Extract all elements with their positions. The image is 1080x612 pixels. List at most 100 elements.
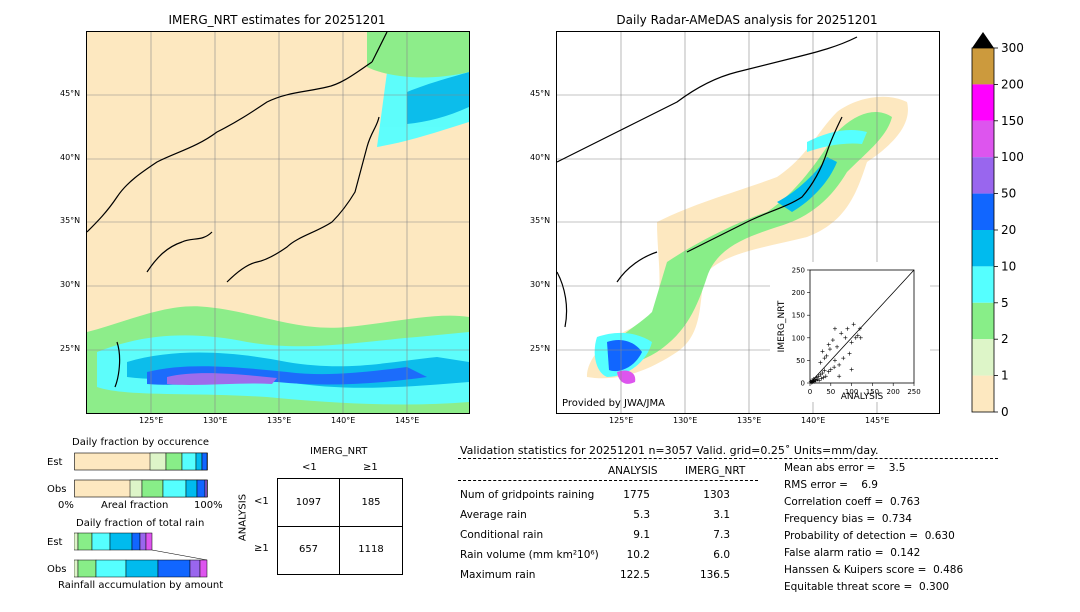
scatter-x-tick-label: 200 xyxy=(887,388,900,396)
colorbar-tick-label: 50 xyxy=(1001,187,1016,201)
occurrence-seg xyxy=(141,479,164,498)
total-rain-seg xyxy=(95,559,127,578)
left-lon-label: 130°E xyxy=(203,416,228,425)
contingency-col-title: IMERG_NRT xyxy=(310,446,368,457)
scatter-point xyxy=(858,335,863,340)
validation-row-label: Rain volume (mm km²10⁶) xyxy=(460,549,599,561)
right-lon-label: 145°E xyxy=(865,416,890,425)
occurrence-axis-left: 0% xyxy=(58,500,74,511)
occurrence-row-est: Est xyxy=(47,457,63,468)
scatter-y-tick-label: 200 xyxy=(792,289,805,297)
total-rain-title: Daily fraction of total rain xyxy=(76,518,205,529)
scatter-point xyxy=(851,322,856,327)
total-rain-seg xyxy=(109,532,133,551)
rain-area xyxy=(607,340,642,372)
score-line: Mean abs error = 3.5 xyxy=(784,462,906,474)
rain-area xyxy=(807,130,867,152)
total-rain-row-obs: Obs xyxy=(47,564,67,575)
colorbar-tick-label: 0 xyxy=(1001,405,1009,418)
scatter-point xyxy=(853,335,858,340)
total-rain-seg xyxy=(73,532,79,551)
colorbar-swatch xyxy=(972,157,994,194)
validation-divider xyxy=(458,458,998,459)
validation-row-label: Num of gridpoints raining xyxy=(460,489,595,501)
colorbar-tick-label: 100 xyxy=(1001,150,1024,164)
validation-row-imerg: 6.0 xyxy=(713,549,730,561)
validation-row-label: Average rain xyxy=(460,509,527,521)
total-rain-seg xyxy=(73,559,79,578)
left-map-canvas xyxy=(87,32,469,413)
right-lat-label: 30°N xyxy=(530,280,551,289)
coastline xyxy=(557,36,858,163)
scatter-point xyxy=(832,326,837,331)
scatter-point xyxy=(818,360,823,365)
right-lon-label: 135°E xyxy=(737,416,762,425)
scatter-point xyxy=(849,367,854,372)
left-lat-label: 45°N xyxy=(60,89,81,98)
contingency-grid: 1097 185 657 1118 xyxy=(277,478,403,575)
scatter-point xyxy=(849,340,854,345)
left-lon-label: 135°E xyxy=(267,416,292,425)
total-rain-seg xyxy=(189,559,201,578)
colorbar-swatch xyxy=(972,230,994,267)
scatter-point xyxy=(843,335,848,340)
rain-area xyxy=(367,32,469,78)
colorbar-tick-label: 300 xyxy=(1001,41,1024,55)
colorbar-tick-label: 150 xyxy=(1001,114,1024,128)
left-lon-label: 125°E xyxy=(139,416,164,425)
coastline xyxy=(686,116,843,253)
contingency-row-title: ANALYSIS xyxy=(237,493,249,542)
contingency-row-label: ≥1 xyxy=(254,543,269,554)
left-lon-label: 140°E xyxy=(331,416,356,425)
right-lat-label: 45°N xyxy=(530,89,551,98)
total-rain-seg xyxy=(77,559,97,578)
colorbar-swatch xyxy=(972,339,994,376)
left-lat-label: 30°N xyxy=(60,280,81,289)
scatter-x-tick-label: 150 xyxy=(866,388,879,396)
left-lat-label: 40°N xyxy=(60,153,81,162)
scatter-point xyxy=(812,377,817,382)
validation-col-imerg: IMERG_NRT xyxy=(685,465,746,477)
scatter-point xyxy=(828,367,833,372)
right-lon-label: 125°E xyxy=(609,416,634,425)
colorbar-tick-label: 5 xyxy=(1001,296,1009,310)
total-rain-seg xyxy=(139,532,147,551)
validation-row-analysis: 1775 xyxy=(623,489,650,501)
colorbar-swatch xyxy=(972,84,994,121)
scatter-point xyxy=(837,362,842,367)
validation-divider-2 xyxy=(458,480,758,481)
right-map-canvas xyxy=(557,32,939,413)
validation-row-analysis: 10.2 xyxy=(626,549,650,561)
occurrence-seg xyxy=(129,479,143,498)
occurrence-seg xyxy=(185,479,198,498)
total-rain-seg xyxy=(77,532,93,551)
left-map-title: IMERG_NRT estimates for 20251201 xyxy=(168,13,386,27)
contingency-col-label: ≥1 xyxy=(363,462,378,473)
colorbar-swatch xyxy=(972,48,994,85)
total-rain-link xyxy=(151,549,208,561)
scatter-point xyxy=(832,358,837,363)
score-line: Probability of detection = 0.630 xyxy=(784,530,955,542)
colorbar-tick-label: 2 xyxy=(1001,332,1009,346)
occurrence-axis-mid: Areal fraction xyxy=(101,500,169,511)
contingency-col-label: <1 xyxy=(302,462,317,473)
total-rain-seg xyxy=(91,532,111,551)
validation-row-label: Conditional rain xyxy=(460,529,544,541)
coastline xyxy=(87,61,373,233)
left-map-panel xyxy=(86,31,470,414)
scatter-point xyxy=(819,376,824,381)
occurrence-seg xyxy=(165,452,183,471)
scatter-y-tick-label: 150 xyxy=(792,312,805,320)
left-lat-label: 25°N xyxy=(60,344,81,353)
score-line: Frequency bias = 0.734 xyxy=(784,513,912,525)
scatter-y-tick-label: 50 xyxy=(796,357,805,365)
colorbar-extend-arrow xyxy=(972,32,994,48)
validation-row-imerg: 3.1 xyxy=(713,509,730,521)
scatter-xlabel: ANALYSIS xyxy=(841,392,884,402)
scatter-ylabel: IMERG_NRT xyxy=(777,300,787,352)
occurrence-seg xyxy=(196,479,206,498)
occurrence-seg xyxy=(195,452,203,471)
scatter-x-tick-label: 250 xyxy=(907,388,920,396)
scatter-x-tick-label: 100 xyxy=(845,388,858,396)
